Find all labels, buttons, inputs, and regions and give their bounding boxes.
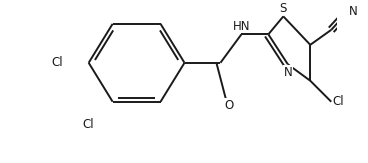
Text: Cl: Cl bbox=[333, 95, 344, 108]
Text: O: O bbox=[225, 99, 234, 112]
Text: S: S bbox=[280, 2, 287, 15]
Text: N: N bbox=[349, 5, 358, 18]
Text: HN: HN bbox=[233, 20, 250, 33]
Text: Cl: Cl bbox=[52, 56, 63, 69]
Text: N: N bbox=[283, 66, 292, 79]
Text: Cl: Cl bbox=[83, 118, 95, 131]
